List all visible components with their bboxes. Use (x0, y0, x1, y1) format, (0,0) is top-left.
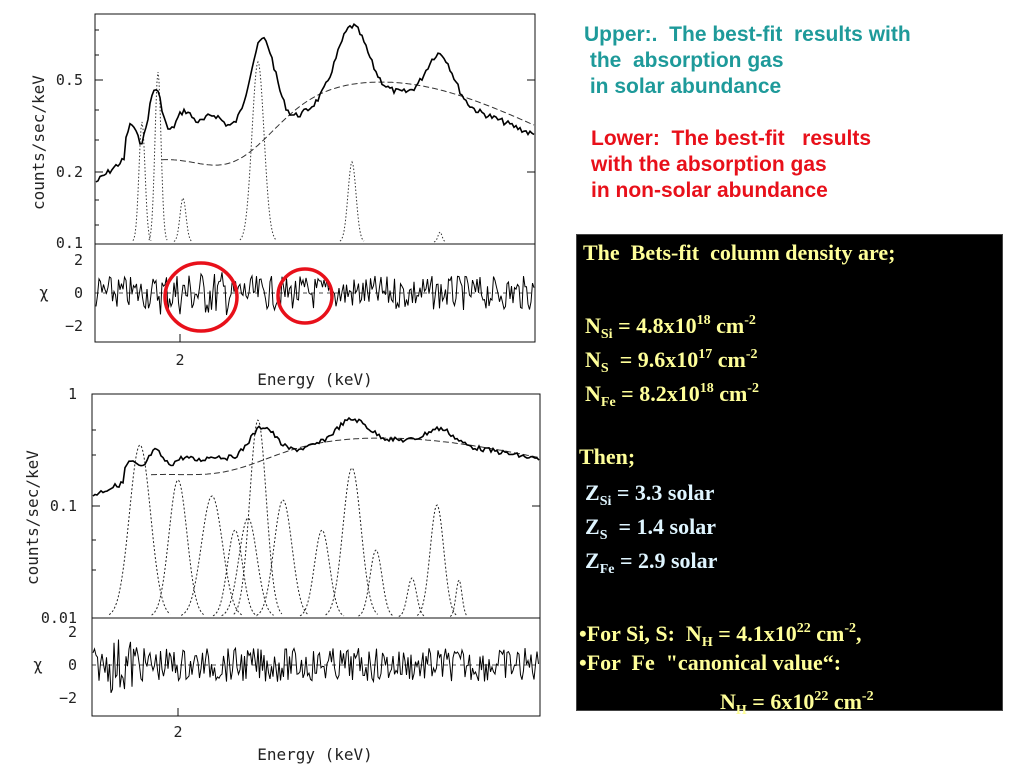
upper-y-tick-1: 0.2 (56, 163, 83, 181)
abundance-si: ZSi = 3.3 solar (585, 480, 714, 515)
upper-data-curve (95, 22, 535, 183)
cd-si-symbol: N (585, 313, 601, 338)
canonical-unit-exponent: -2 (861, 689, 874, 704)
cd-si-unit-exponent: -2 (744, 313, 756, 328)
ab-fe-value: = 2.9 solar (614, 548, 718, 573)
upper-res-tick-0: 2 (74, 251, 83, 269)
cd-si-unit: cm (710, 313, 745, 338)
results-heading: The Bets-fit column density are; (583, 240, 896, 265)
cd-fe-value: = 8.2x10 (615, 381, 700, 406)
upper-spectrum-axes (94, 13, 536, 245)
upper-x-axis-label: Energy (keV) (257, 370, 373, 389)
bullet-si-s-unit: cm (810, 621, 845, 646)
cd-s-exponent: 17 (698, 347, 713, 362)
cd-s-value: = 9.6x10 (608, 347, 699, 372)
bullet-si-s-prefix: •For Si, S: N (579, 621, 702, 646)
cd-fe-symbol: N (585, 381, 601, 406)
bullet-si-s-value: = 4.1x10 (712, 621, 797, 646)
ab-si-element: Si (599, 494, 612, 509)
lower-panel: 1 0.1 0.01 counts/sec/keV 2 0 −2 χ 2 Ene… (23, 385, 541, 764)
lower-res-tick-2: −2 (59, 689, 77, 707)
upper-res-tick-2: −2 (65, 317, 83, 335)
upper-chi-label: χ (39, 283, 49, 302)
cd-s-unit-exponent: -2 (745, 347, 758, 362)
lower-chi-label: χ (33, 655, 43, 674)
lower-x-tick: 2 (173, 723, 182, 741)
bullet-si-s-suffix: , (856, 621, 862, 646)
upper-y-tick-0: 0.5 (56, 71, 83, 89)
lower-fit-note: Lower: The best-fit results with the abs… (591, 127, 872, 202)
cd-si-value: = 4.8x10 (612, 313, 697, 338)
spectral-fit-figure: 0.5 0.2 0.1 counts/sec/keV 2 0 −2 χ 2 En… (23, 13, 541, 764)
column-density-fe: NFe = 8.2x1018 cm-2 (585, 376, 759, 416)
canonical-symbol: N (720, 689, 736, 714)
upper-residual-axes (94, 243, 536, 343)
lower-line-profiles (108, 419, 468, 617)
bullet-si-s-exponent: 22 (796, 621, 811, 636)
upper-y-axis-label: counts/sec/keV (29, 75, 48, 210)
column-density-s: NS = 9.6x1017 cm-2 (585, 342, 758, 382)
lower-res-tick-1: 0 (68, 656, 77, 674)
upper-x-tick: 2 (175, 351, 184, 369)
canonical-value-number: = 6x10 (746, 689, 815, 714)
lower-y-tick-1: 0.1 (50, 497, 77, 515)
cd-fe-exponent: 18 (699, 381, 714, 396)
lower-y-tick-0: 1 (68, 385, 77, 403)
lower-y-tick-2: 0.01 (41, 609, 77, 627)
ab-fe-symbol: Z (585, 548, 600, 573)
upper-panel: 0.5 0.2 0.1 counts/sec/keV 2 0 −2 χ 2 En… (29, 13, 536, 389)
ab-si-symbol: Z (585, 480, 600, 505)
upper-y-tick-2: 0.1 (56, 234, 83, 252)
cd-s-element: S (600, 361, 609, 376)
abundance-fe: ZFe = 2.9 solar (585, 548, 717, 583)
highlight-circle-1 (163, 261, 239, 333)
ab-s-element: S (599, 528, 608, 543)
cd-fe-unit-exponent: -2 (747, 381, 759, 396)
upper-continuum-model (161, 81, 535, 166)
cd-fe-unit: cm (713, 381, 748, 406)
ab-fe-element: Fe (599, 562, 615, 577)
cd-s-unit: cm (712, 347, 746, 372)
cd-s-symbol: N (585, 347, 601, 372)
bullet-si-s-sub: H (701, 635, 713, 650)
ab-si-value: = 3.3 solar (611, 480, 715, 505)
bullet-si-s: •For Si, S: NH = 4.1x1022 cm-2, (579, 616, 862, 656)
canonical-unit: cm (828, 689, 862, 714)
ab-s-value: = 1.4 solar (607, 514, 716, 539)
lower-y-axis-label: counts/sec/keV (23, 450, 42, 585)
canonical-sub: H (735, 703, 747, 718)
cd-si-element: Si (600, 327, 613, 342)
column-density-si: NSi = 4.8x1018 cm-2 (585, 308, 756, 348)
highlight-circle-2 (276, 267, 334, 325)
results-box: The Bets-fit column density are; NSi = 4… (576, 234, 1003, 718)
lower-res-tick-0: 2 (68, 623, 77, 641)
upper-fit-note: Upper:. The best-fit results with the ab… (584, 23, 911, 98)
lower-data-curve (92, 416, 540, 497)
abundance-s: ZS = 1.4 solar (585, 514, 716, 549)
ab-s-symbol: Z (585, 514, 600, 539)
lower-residuals (92, 639, 539, 693)
cd-fe-element: Fe (600, 395, 616, 410)
upper-res-tick-1: 0 (74, 284, 83, 302)
canonical-exponent: 22 (814, 689, 829, 704)
lower-spectrum-axes (91, 393, 541, 619)
lower-residual-axes (91, 617, 541, 717)
cd-si-exponent: 18 (696, 313, 711, 328)
canonical-value: NH = 6x1022 cm-2 (720, 684, 874, 724)
bullet-si-s-unit-exponent: -2 (844, 621, 857, 636)
lower-x-axis-label: Energy (keV) (257, 745, 373, 764)
lower-continuum-model (150, 437, 540, 476)
bullet-fe: •For Fe "canonical value“: (579, 650, 842, 675)
then-label: Then; (579, 444, 636, 469)
upper-line-profiles (132, 60, 447, 243)
upper-residuals (95, 272, 535, 316)
